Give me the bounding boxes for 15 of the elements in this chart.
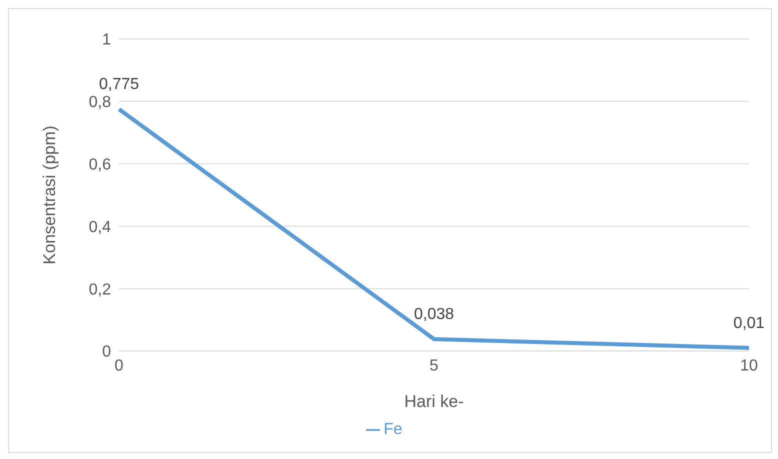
y-tick-label: 0,4 <box>88 218 112 236</box>
data-label: 0,038 <box>414 306 454 324</box>
x-axis-title: Hari ke- <box>404 392 464 411</box>
y-tick-label: 0 <box>102 344 112 361</box>
y-tick-label: 0,2 <box>88 281 112 298</box>
data-label: 0,775 <box>98 76 140 94</box>
y-axis-title: Konsentrasi (ppm) <box>40 126 60 264</box>
x-tick-label: 5 <box>430 357 439 374</box>
data-label: 0,01 <box>733 314 765 332</box>
y-tick-label: 1 <box>102 32 112 49</box>
y-tick-label: 0,8 <box>88 94 112 112</box>
legend-label: Fe <box>384 421 402 438</box>
y-tick-label: 0,6 <box>88 156 112 174</box>
x-tick-label: 0 <box>114 357 124 374</box>
x-tick-label: 10 <box>740 357 758 374</box>
